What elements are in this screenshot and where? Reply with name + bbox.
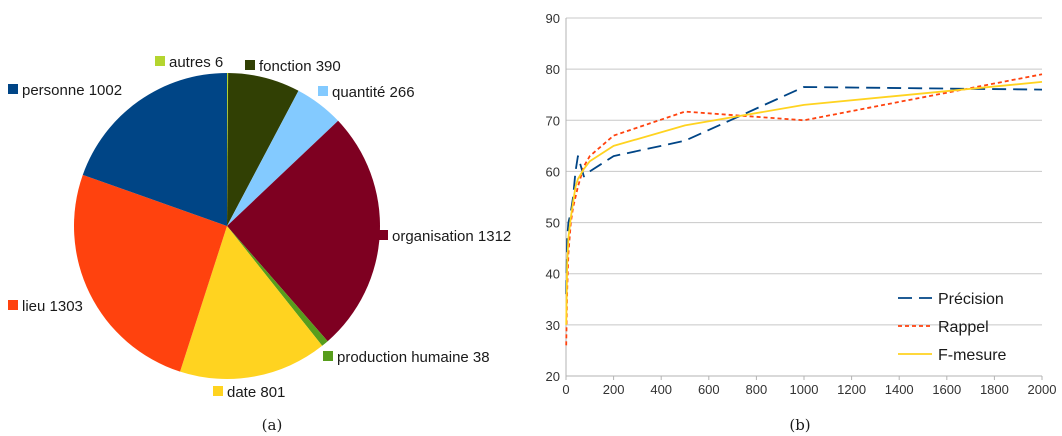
y-tick-label-0: 20 (546, 369, 560, 384)
pie-label-0: autres 6 (169, 54, 223, 71)
pie-label-5: date 801 (227, 384, 285, 401)
legend-label-2: F-mesure (938, 347, 1007, 364)
y-tick-label-4: 60 (546, 164, 560, 179)
legend-label-0: Précision (938, 291, 1004, 308)
pie-slice-1 (227, 73, 299, 226)
pie-label-6: lieu 1303 (22, 298, 83, 315)
pie-slice-4 (227, 226, 328, 346)
pie-label-swatch-6 (8, 300, 18, 310)
pie-label-swatch-5 (213, 386, 223, 396)
pie-slice-7 (82, 73, 227, 226)
pie-label-swatch-0 (155, 56, 165, 66)
pie-label-swatch-2 (318, 86, 328, 96)
pie-slice-5 (180, 226, 323, 379)
x-tick-label-8: 1600 (932, 382, 961, 397)
y-tick-label-3: 50 (546, 216, 560, 231)
x-tick-label-0: 0 (562, 382, 569, 397)
pie-label-7: personne 1002 (22, 82, 122, 99)
caption-b: (b) (789, 416, 810, 434)
pie-slice-0 (227, 72, 229, 226)
y-tick-label-7: 90 (546, 11, 560, 26)
series-line-précision (565, 86, 1043, 295)
x-tick-label-7: 1400 (885, 382, 914, 397)
y-tick-label-5: 70 (546, 113, 560, 128)
pie-slice-6 (73, 174, 228, 372)
pie-label-1: fonction 390 (259, 58, 341, 75)
x-tick-label-4: 800 (746, 382, 768, 397)
pie-label-swatch-7 (8, 84, 18, 94)
pie-label-swatch-1 (245, 60, 255, 70)
pie-label-4: production humaine 38 (337, 349, 490, 366)
y-tick-label-6: 80 (546, 62, 560, 77)
legend-label-1: Rappel (938, 319, 989, 336)
x-tick-label-5: 1000 (790, 382, 819, 397)
x-tick-label-3: 600 (698, 382, 720, 397)
pie-label-swatch-4 (323, 351, 333, 361)
x-tick-label-6: 1200 (837, 382, 866, 397)
x-tick-label-9: 1800 (980, 382, 1009, 397)
caption-a: (a) (262, 416, 283, 434)
pie-label-2: quantité 266 (332, 84, 415, 101)
pie-label-3: organisation 1312 (392, 228, 511, 245)
pie-slice-3 (227, 120, 380, 342)
x-tick-label-1: 200 (603, 382, 625, 397)
line-chart: 20 30 40 50 60 70 80 90 0 200 400 600 800 1000 1200 140… (546, 11, 1057, 434)
x-tick-label-10: 2000 (1028, 382, 1057, 397)
pie-label-swatch-3 (378, 230, 388, 240)
pie-slice-2 (227, 90, 339, 226)
y-tick-label-2: 40 (546, 267, 560, 282)
pie-chart: autres 6 fonction 390 quantité 266 organisa… (8, 54, 511, 434)
y-tick-label-1: 30 (546, 318, 560, 333)
x-tick-label-2: 400 (650, 382, 672, 397)
series-line-f-mesure (565, 81, 1043, 325)
